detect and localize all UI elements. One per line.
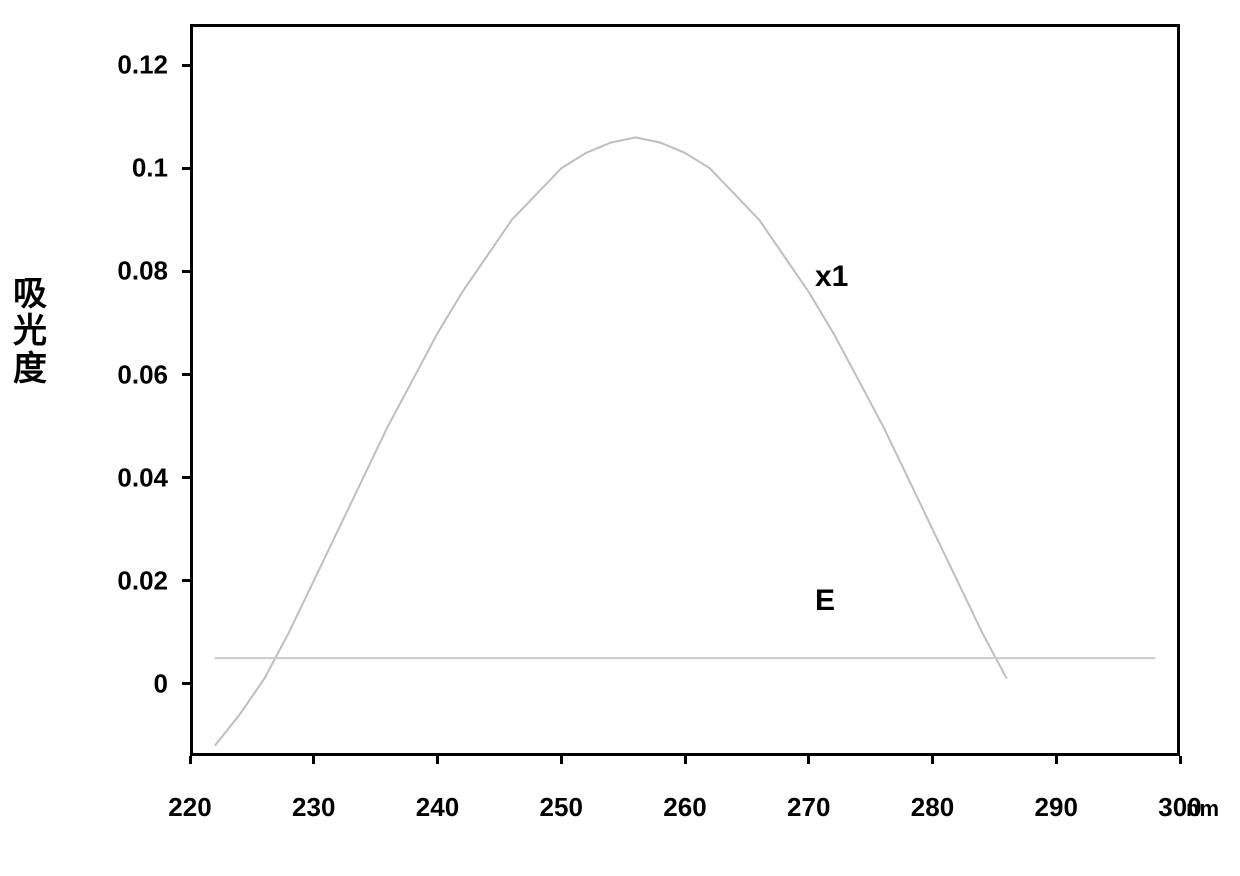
x-tick-label: 280 (911, 792, 954, 823)
x-tick-label: 240 (416, 792, 459, 823)
y-tick-label: 0.02 (117, 565, 168, 596)
y-axis-title: 吸光度 (10, 276, 50, 388)
x-tick (807, 756, 810, 764)
x-tick-label: 300 (1158, 792, 1201, 823)
chart-container: 吸光度 nm 22023024025026027028029030000.020… (0, 0, 1240, 876)
y-tick-label: 0.04 (117, 462, 168, 493)
annotation-E: E (815, 584, 835, 618)
y-tick (182, 167, 190, 170)
x-tick (1179, 756, 1182, 764)
x-tick (1055, 756, 1058, 764)
y-tick (182, 579, 190, 582)
y-tick-label: 0.06 (117, 359, 168, 390)
y-tick-label: 0 (154, 668, 168, 699)
x-tick (560, 756, 563, 764)
y-tick (182, 682, 190, 685)
y-tick (182, 476, 190, 479)
y-tick (182, 373, 190, 376)
y-tick-label: 0.08 (117, 256, 168, 287)
x-tick (189, 756, 192, 764)
y-tick (182, 64, 190, 67)
x-tick (436, 756, 439, 764)
chart-series-layer (0, 0, 1240, 876)
x-tick (312, 756, 315, 764)
x-tick-label: 220 (168, 792, 211, 823)
x-tick (684, 756, 687, 764)
x-tick-label: 250 (540, 792, 583, 823)
annotation-x1: x1 (815, 260, 848, 294)
y-tick (182, 270, 190, 273)
y-tick-label: 0.1 (132, 153, 168, 184)
x-tick-label: 260 (663, 792, 706, 823)
x-tick (931, 756, 934, 764)
y-tick-label: 0.12 (117, 50, 168, 81)
x-tick-label: 270 (787, 792, 830, 823)
series-x1 (215, 137, 1007, 745)
x-tick-label: 230 (292, 792, 335, 823)
x-tick-label: 290 (1035, 792, 1078, 823)
